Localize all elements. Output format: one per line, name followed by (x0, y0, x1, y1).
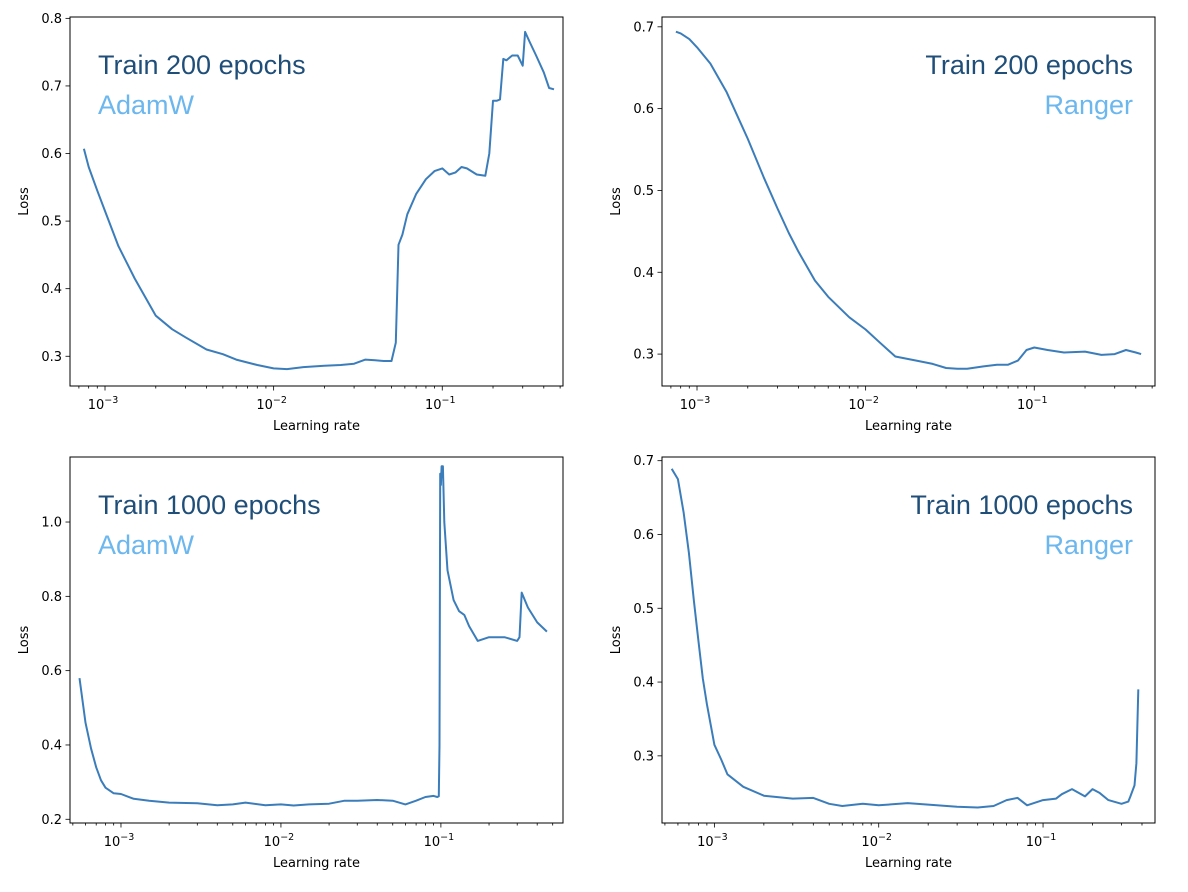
annotation-optimizer: AdamW (98, 530, 195, 560)
series-line-1 (78, 465, 548, 807)
y-tick-label: 0.7 (633, 454, 654, 469)
y-tick-label: 0.8 (41, 12, 62, 27)
annotation-optimizer: Ranger (1044, 530, 1133, 560)
y-axis-label: Loss (17, 626, 32, 655)
y-tick-label: 0.6 (41, 147, 62, 162)
y-tick-label: 0.3 (633, 348, 654, 363)
series-line-1 (670, 468, 1140, 809)
y-tick-label: 0.3 (633, 749, 654, 764)
x-tick-label: 10−1 (424, 832, 455, 850)
y-tick-label: 0.7 (633, 20, 654, 35)
y-axis-label: Loss (17, 187, 32, 216)
x-axis-label: Learning rate (273, 419, 360, 434)
annotation-optimizer: Ranger (1044, 90, 1133, 120)
y-tick-label: 0.5 (41, 215, 62, 230)
y-tick-label: 0.4 (633, 266, 654, 281)
y-tick-label: 0.3 (41, 350, 62, 365)
x-tick-label: 10−3 (697, 832, 728, 850)
x-axis-label: Learning rate (273, 856, 360, 871)
x-axis-label: Learning rate (865, 419, 952, 434)
x-tick-label: 10−2 (848, 395, 879, 413)
y-tick-label: 0.8 (41, 590, 62, 605)
x-tick-label: 10−3 (88, 395, 119, 413)
y-tick-label: 0.7 (41, 79, 62, 94)
annotation-epochs: Train 1000 epochs (98, 490, 321, 520)
x-tick-label: 10−1 (425, 395, 456, 413)
y-tick-label: 0.5 (633, 184, 654, 199)
y-tick-label: 0.6 (633, 528, 654, 543)
y-tick-label: 1.0 (41, 516, 62, 531)
y-tick-label: 0.4 (41, 282, 62, 297)
x-tick-label: 10−1 (1026, 832, 1057, 850)
x-tick-label: 10−2 (256, 395, 287, 413)
annotation-epochs: Train 200 epochs (925, 50, 1133, 80)
plot-frame (661, 456, 1156, 824)
plot-frame (69, 16, 564, 387)
y-tick-label: 0.6 (633, 102, 654, 117)
y-tick-label: 0.6 (41, 664, 62, 679)
series-line-1 (82, 30, 555, 371)
y-tick-label: 0.4 (41, 738, 62, 753)
x-tick-label: 10−1 (1017, 395, 1048, 413)
y-axis-label: Loss (609, 187, 624, 216)
y-tick-label: 0.5 (633, 602, 654, 617)
y-axis-label: Loss (609, 626, 624, 655)
annotation-optimizer: AdamW (98, 90, 195, 120)
plot-frame (661, 16, 1156, 387)
annotation-epochs: Train 1000 epochs (910, 490, 1133, 520)
x-tick-label: 10−2 (861, 832, 892, 850)
y-tick-label: 0.2 (41, 813, 62, 828)
x-tick-label: 10−3 (104, 832, 135, 850)
plot-frame (69, 456, 564, 824)
chart-panel-1: 10−3 10−2 10−1 0.3 0.4 0.5 0.6 0.7 0.8 Learning r… (17, 12, 564, 434)
chart-panel-4: 10−3 10−2 10−1 0.3 0.4 0.5 0.6 0.7 Learning rate… (609, 454, 1156, 871)
x-tick-label: 10−3 (680, 395, 711, 413)
x-axis-label: Learning rate (865, 856, 952, 871)
chart-panel-3: 10−3 10−2 10−1 0.2 0.4 0.6 0.8 1.0 Learning rate… (17, 456, 564, 871)
x-tick-label: 10−2 (264, 832, 295, 850)
y-tick-label: 0.4 (633, 676, 654, 691)
chart-panel-2: 10−3 10−2 10−1 0.3 0.4 0.5 0.6 0.7 Learning rate… (609, 16, 1156, 434)
series-line-1 (675, 30, 1142, 370)
annotation-epochs: Train 200 epochs (98, 50, 306, 80)
